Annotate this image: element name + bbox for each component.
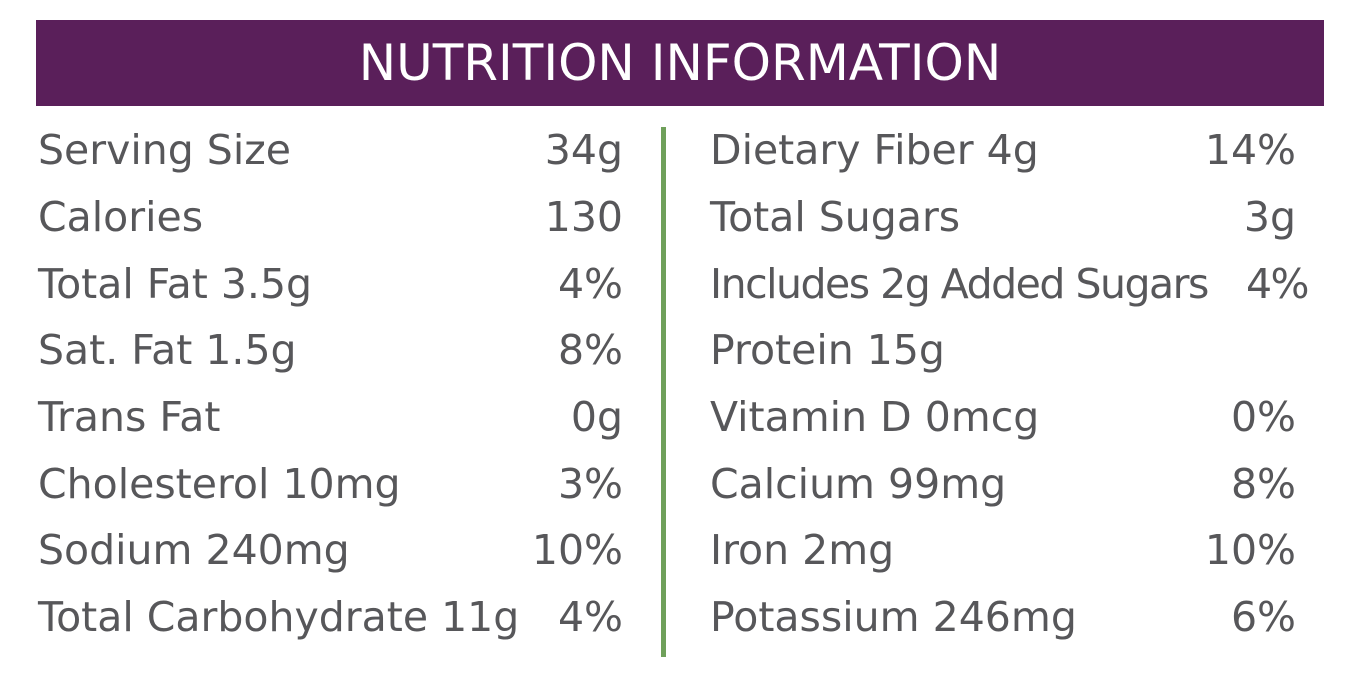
nutrient-label: Serving Size — [38, 126, 291, 175]
nutrient-value: 3g — [1243, 193, 1296, 242]
nutrient-label: Sodium 240mg — [38, 526, 350, 575]
nutrient-label: Total Sugars — [710, 193, 961, 242]
nutrient-value: 0g — [570, 393, 623, 442]
left-column: Serving Size 34g Calories 130 Total Fat 3.5g… — [38, 117, 623, 651]
nutrient-value: 10% — [1204, 526, 1296, 575]
nutrient-row: Sat. Fat 1.5g 8% — [38, 317, 623, 384]
nutrient-label: Vitamin D 0mcg — [710, 393, 1040, 442]
nutrition-header: NUTRITION INFORMATION — [36, 20, 1324, 106]
nutrient-row: Serving Size 34g — [38, 117, 623, 184]
nutrient-row: Calcium 99mg 8% — [710, 450, 1296, 517]
nutrient-label: Dietary Fiber 4g — [710, 126, 1039, 175]
nutrient-value: 4% — [557, 259, 623, 308]
column-divider — [661, 127, 666, 657]
nutrient-row: Total Carbohydrate 11g 4% — [38, 584, 623, 651]
nutrient-label: Trans Fat — [38, 393, 221, 442]
nutrient-value: 0% — [1230, 393, 1296, 442]
nutrient-row: Trans Fat 0g — [38, 384, 623, 451]
nutrient-label: Total Carbohydrate 11g — [38, 593, 520, 642]
nutrient-value: 34g — [544, 126, 623, 175]
nutrient-row: Iron 2mg 10% — [710, 517, 1296, 584]
nutrient-row: Total Sugars 3g — [710, 184, 1296, 251]
nutrient-value: 8% — [557, 326, 623, 375]
nutrient-label: Cholesterol 10mg — [38, 459, 401, 508]
nutrient-row: Calories 130 — [38, 184, 623, 251]
nutrient-label: Protein 15g — [710, 326, 945, 375]
nutrient-row: Dietary Fiber 4g 14% — [710, 117, 1296, 184]
nutrient-row: Total Fat 3.5g 4% — [38, 250, 623, 317]
nutrient-label: Iron 2mg — [710, 526, 895, 575]
nutrient-label: Calories — [38, 193, 204, 242]
nutrient-label: Calcium 99mg — [710, 459, 1007, 508]
right-column: Dietary Fiber 4g 14% Total Sugars 3g Include… — [710, 117, 1310, 651]
nutrient-value: 8% — [1230, 459, 1296, 508]
nutrient-row: Protein 15g — [710, 317, 1296, 384]
nutrient-label: Total Fat 3.5g — [38, 259, 313, 308]
nutrient-row: Includes 2g Added Sugars 4% — [710, 250, 1310, 317]
nutrient-value: 6% — [1230, 593, 1296, 642]
nutrient-value: 130 — [544, 193, 623, 242]
nutrient-row: Vitamin D 0mcg 0% — [710, 384, 1296, 451]
nutrient-label: Sat. Fat 1.5g — [38, 326, 297, 375]
nutrient-label: Includes 2g Added Sugars — [710, 259, 1209, 308]
nutrient-value: 4% — [1245, 259, 1310, 308]
nutrient-row: Sodium 240mg 10% — [38, 517, 623, 584]
page-title: NUTRITION INFORMATION — [358, 34, 1002, 92]
nutrient-value: 3% — [557, 459, 623, 508]
nutrient-value: 10% — [531, 526, 623, 575]
nutrient-value: 14% — [1204, 126, 1296, 175]
nutrient-row: Cholesterol 10mg 3% — [38, 450, 623, 517]
nutrient-value: 4% — [557, 593, 623, 642]
nutrient-label: Potassium 246mg — [710, 593, 1077, 642]
nutrient-row: Potassium 246mg 6% — [710, 584, 1296, 651]
